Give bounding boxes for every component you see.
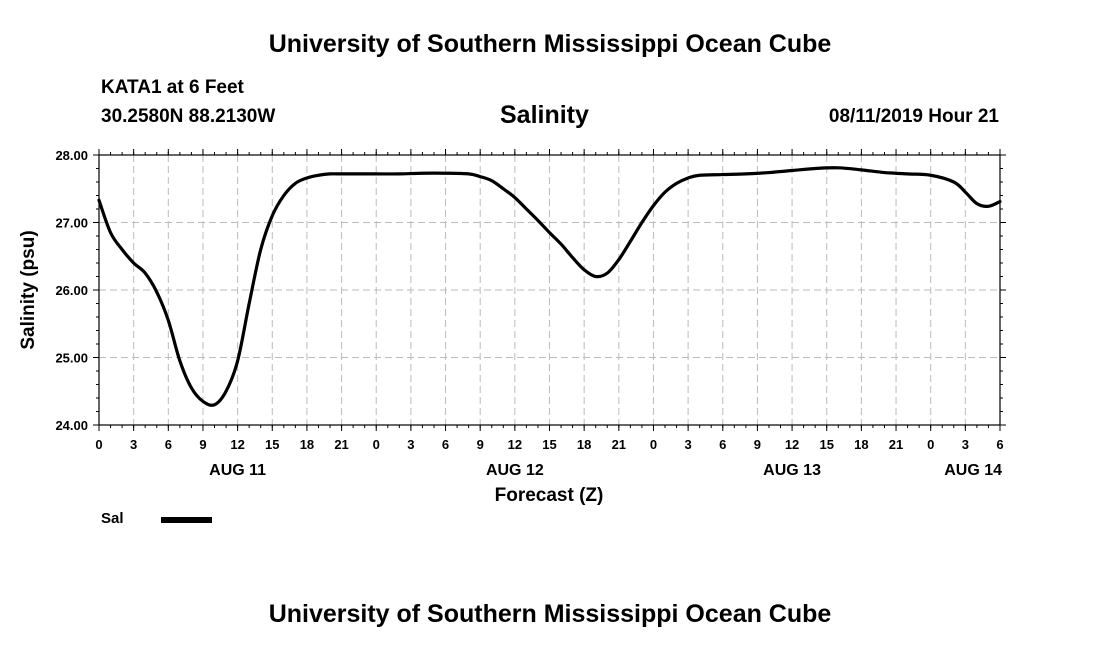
- x-tick-label: 3: [684, 437, 691, 452]
- page-title: University of Southern Mississippi Ocean…: [268, 30, 832, 58]
- footer-title: University of Southern Mississippi Ocean…: [268, 600, 832, 628]
- axis-ticks: [93, 149, 1006, 431]
- x-tick-labels: 0 3 6 9 12 15 18 21 0 3 6 9 12 15 18 21 0 3 6 9 12 15 18 21 0 3 6: [95, 437, 1003, 452]
- x-tick-label: 0: [373, 437, 380, 452]
- x-tick-label: 18: [577, 437, 591, 452]
- forecast-datetime: 08/11/2019 Hour 21: [828, 106, 999, 127]
- y-tick-labels: 24.00 25.00 26.00 27.00 28.00: [55, 148, 88, 433]
- y-tick-label: 24.00: [55, 418, 88, 433]
- x-tick-label: 12: [230, 437, 244, 452]
- date-label: AUG 14: [944, 462, 1002, 479]
- x-tick-label: 6: [996, 437, 1003, 452]
- x-tick-label: 18: [300, 437, 314, 452]
- x-tick-label: 12: [508, 437, 522, 452]
- x-tick-label: 6: [165, 437, 172, 452]
- x-tick-label: 3: [130, 437, 137, 452]
- y-tick-label: 25.00: [55, 351, 88, 366]
- date-label: AUG 12: [486, 462, 544, 479]
- x-tick-label: 0: [650, 437, 657, 452]
- x-tick-label: 21: [334, 437, 348, 452]
- date-label: AUG 13: [763, 462, 821, 479]
- y-tick-label: 27.00: [55, 216, 88, 231]
- x-tick-label: 0: [95, 437, 102, 452]
- x-tick-label: 3: [962, 437, 969, 452]
- x-tick-label: 12: [785, 437, 799, 452]
- y-axis-title: Salinity (psu): [18, 230, 39, 349]
- x-tick-label: 18: [854, 437, 868, 452]
- date-label: AUG 11: [209, 462, 266, 479]
- station-coordinates: 30.2580N 88.2130W: [101, 106, 276, 127]
- x-tick-label: 15: [819, 437, 833, 452]
- grid-lines: [99, 155, 1000, 425]
- x-tick-label: 15: [265, 437, 279, 452]
- legend-label: Sal: [101, 510, 124, 527]
- x-tick-label: 3: [407, 437, 414, 452]
- date-labels: AUG 11 AUG 12 AUG 13 AUG 14: [209, 462, 1002, 479]
- legend-swatch: [161, 517, 212, 523]
- x-tick-label: 21: [612, 437, 626, 452]
- x-tick-label: 9: [754, 437, 761, 452]
- y-tick-label: 26.00: [55, 283, 88, 298]
- station-label: KATA1 at 6 Feet: [101, 77, 244, 98]
- x-tick-label: 9: [477, 437, 484, 452]
- series-line-sal: [97, 166, 1002, 407]
- x-tick-label: 6: [719, 437, 726, 452]
- x-tick-label: 0: [927, 437, 934, 452]
- x-tick-label: 15: [542, 437, 556, 452]
- y-tick-label: 28.00: [55, 148, 88, 163]
- chart-title: Salinity: [500, 101, 589, 129]
- x-axis-title: Forecast (Z): [495, 485, 604, 506]
- x-tick-label: 6: [442, 437, 449, 452]
- x-tick-label: 21: [889, 437, 903, 452]
- x-tick-label: 9: [199, 437, 206, 452]
